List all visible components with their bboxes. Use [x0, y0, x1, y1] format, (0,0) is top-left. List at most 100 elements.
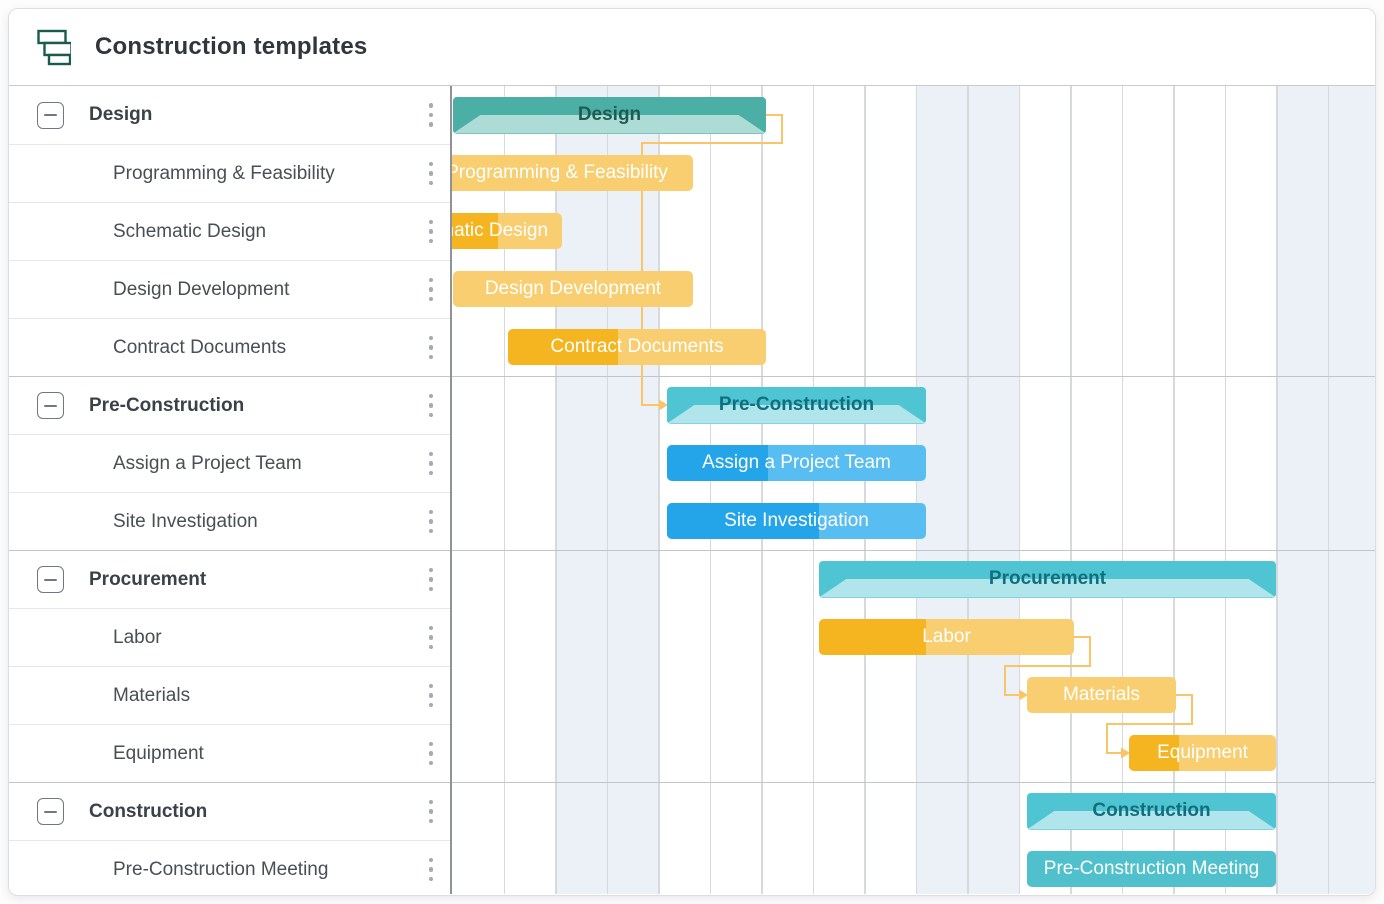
task-row: Site Investigation — [9, 492, 450, 550]
gridline — [709, 86, 711, 894]
gantt-bar-label: Contract Documents — [550, 336, 724, 357]
group-task-label[interactable]: Design — [89, 104, 153, 125]
kebab-icon — [428, 451, 433, 476]
weekend-band — [967, 86, 1019, 894]
row-menu-button[interactable] — [425, 448, 438, 480]
kebab-icon — [428, 683, 433, 708]
row-menu-button[interactable] — [425, 332, 438, 364]
gantt-bar-label: Pre-Construction — [718, 394, 875, 415]
kebab-icon — [428, 219, 433, 244]
gantt-bar-label: Schematic Design — [452, 220, 549, 241]
task-label[interactable]: Programming & Feasibility — [113, 162, 335, 184]
kebab-icon — [428, 567, 433, 592]
gantt-task-bar[interactable]: Schematic Design — [452, 213, 562, 249]
gridline — [864, 86, 866, 894]
gridline — [1018, 86, 1020, 894]
gridline — [555, 86, 557, 894]
gantt-bar-label: Pre-Construction Meeting — [1043, 858, 1260, 879]
task-row: Construction — [9, 782, 450, 840]
task-label[interactable]: Equipment — [113, 742, 204, 764]
task-row: Assign a Project Team — [9, 434, 450, 492]
row-menu-button[interactable] — [425, 216, 438, 248]
gantt-task-bar[interactable]: Assign a Project Team — [667, 445, 926, 481]
task-label[interactable]: Design Development — [113, 278, 290, 300]
task-row: Pre-Construction Meeting — [9, 840, 450, 895]
task-label[interactable]: Pre-Construction Meeting — [113, 858, 329, 880]
task-label[interactable]: Contract Documents — [113, 336, 287, 358]
gantt-group-bar[interactable]: Construction — [1027, 792, 1276, 830]
header: Construction templates — [9, 9, 1375, 86]
gantt-task-bar[interactable]: Site Investigation — [667, 503, 926, 539]
page-title: Construction templates — [95, 33, 368, 60]
gridline — [1070, 86, 1072, 894]
kebab-icon — [428, 625, 433, 650]
group-task-label[interactable]: Procurement — [89, 568, 207, 590]
kebab-icon — [428, 103, 433, 127]
gantt-bar-label: Design Development — [484, 278, 662, 299]
row-menu-button[interactable] — [425, 738, 438, 770]
kebab-icon — [428, 799, 433, 824]
minus-icon — [44, 114, 57, 116]
group-task-label[interactable]: Pre-Construction — [89, 394, 245, 416]
task-row: Programming & Feasibility — [9, 144, 450, 202]
gridline — [967, 86, 969, 894]
gantt-group-bar[interactable]: Pre-Construction — [667, 386, 926, 424]
gantt-bar-label: Materials — [1062, 684, 1141, 705]
collapse-button[interactable] — [37, 101, 64, 129]
gantt-group-bar[interactable]: Design — [453, 96, 766, 134]
gridline — [915, 86, 917, 894]
gantt-task-bar[interactable]: Equipment — [1129, 735, 1276, 771]
task-list-panel: Design Programming & Feasibility Schematic… — [9, 86, 452, 894]
kebab-icon — [428, 857, 433, 882]
row-menu-button[interactable] — [425, 564, 438, 596]
gantt-group-bar[interactable]: Procurement — [819, 560, 1276, 598]
gantt-bar-label: Assign a Project Team — [702, 452, 891, 473]
gridline — [1327, 86, 1329, 894]
group-task-label[interactable]: Construction — [89, 800, 208, 822]
gantt-bar-label: Site Investigation — [724, 510, 869, 531]
row-menu-button[interactable] — [425, 158, 438, 190]
collapse-button[interactable] — [37, 798, 64, 825]
collapse-button[interactable] — [37, 392, 64, 419]
row-menu-button[interactable] — [425, 796, 438, 828]
task-label[interactable]: Site Investigation — [113, 510, 258, 532]
task-label[interactable]: Assign a Project Team — [113, 452, 302, 474]
gridline — [1173, 86, 1175, 894]
task-row: Labor — [9, 608, 450, 666]
task-row: Materials — [9, 666, 450, 724]
row-menu-button[interactable] — [425, 506, 438, 538]
gantt-logo-icon — [37, 29, 71, 66]
gantt-task-bar[interactable]: Contract Documents — [508, 329, 766, 365]
minus-icon — [44, 810, 57, 813]
section-divider — [452, 376, 1375, 377]
gantt-task-bar[interactable]: Materials — [1027, 677, 1176, 713]
task-label[interactable]: Materials — [113, 684, 191, 706]
task-row: Design — [9, 86, 450, 144]
gridline — [606, 86, 608, 894]
row-menu-button[interactable] — [425, 854, 438, 886]
group-bar-underbelly — [819, 579, 1276, 598]
kebab-icon — [428, 277, 433, 302]
gantt-task-bar[interactable]: Pre-Construction Meeting — [1027, 851, 1276, 887]
gantt-task-bar[interactable]: Labor — [819, 619, 1074, 655]
task-label[interactable]: Schematic Design — [113, 220, 267, 242]
row-menu-button[interactable] — [425, 274, 438, 306]
gantt-task-bar[interactable]: Design Development — [453, 271, 693, 307]
section-divider — [452, 550, 1375, 551]
gridline — [761, 86, 763, 894]
group-bar-underbelly — [667, 405, 926, 424]
collapse-button[interactable] — [37, 566, 64, 593]
row-menu-button[interactable] — [425, 680, 438, 712]
task-label[interactable]: Labor — [113, 626, 162, 648]
minus-icon — [44, 404, 57, 407]
bar-progress-segment — [508, 329, 618, 365]
gantt-task-bar[interactable]: Programming & Feasibility — [452, 155, 693, 191]
group-bar-underbelly — [1027, 811, 1276, 830]
row-menu-button[interactable] — [425, 622, 438, 654]
row-menu-button[interactable] — [425, 99, 438, 131]
gantt-bar-label: Labor — [922, 626, 971, 647]
task-row: Contract Documents — [9, 318, 450, 376]
gantt-bar-label: Procurement — [988, 568, 1107, 589]
row-menu-button[interactable] — [425, 390, 438, 422]
gantt-bar-label: Construction — [1092, 800, 1211, 821]
